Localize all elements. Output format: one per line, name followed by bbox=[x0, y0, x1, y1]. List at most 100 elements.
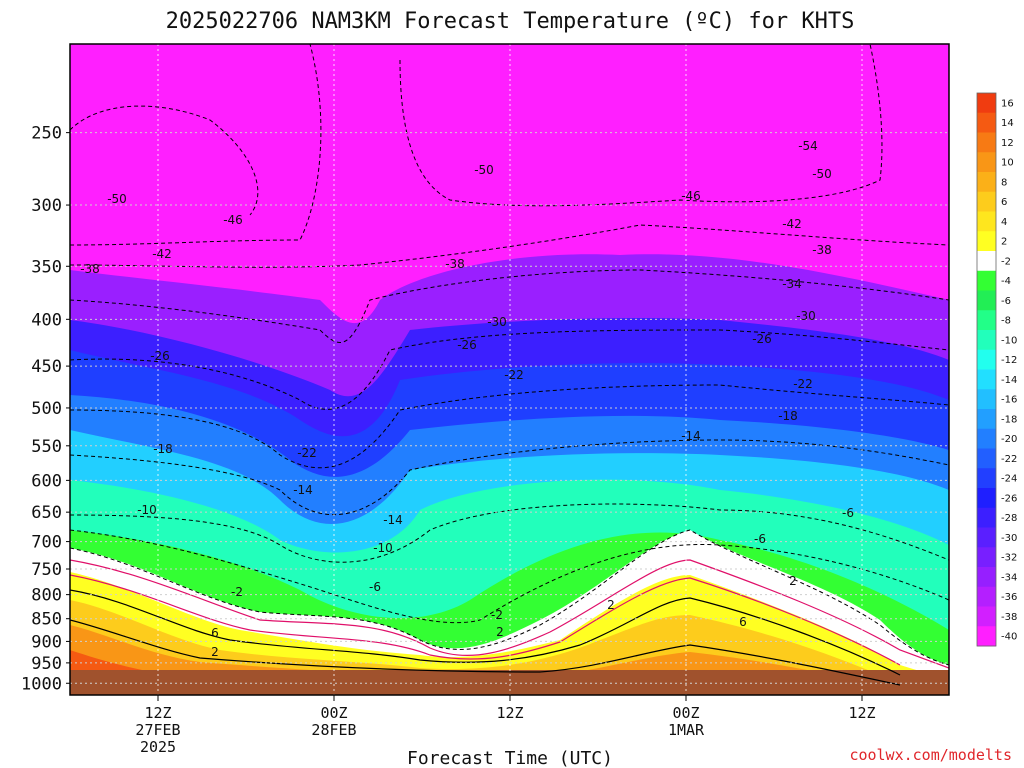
colorbar-label: -32 bbox=[1001, 553, 1017, 564]
y-tick-label: 500 bbox=[31, 399, 62, 419]
contour-label: -34 bbox=[782, 277, 802, 291]
colorbar-label: -28 bbox=[1001, 513, 1017, 524]
contour-label: -22 bbox=[793, 377, 813, 391]
x-tick-label: 00Z bbox=[672, 704, 699, 722]
colorbar-swatch bbox=[977, 349, 996, 370]
colorbar-label: -8 bbox=[1001, 316, 1011, 327]
colorbar-label: -26 bbox=[1001, 493, 1017, 504]
colorbar-label: -4 bbox=[1001, 276, 1011, 287]
x-tick-label: 28FEB bbox=[311, 721, 356, 739]
x-axis-label: Forecast Time (UTC) bbox=[407, 748, 613, 768]
colorbar-label: -24 bbox=[1001, 474, 1017, 485]
colorbar-swatch bbox=[977, 567, 996, 588]
colorbar-swatch bbox=[977, 626, 996, 647]
colorbar-swatch bbox=[977, 488, 996, 509]
x-tick-label: 12Z bbox=[848, 704, 875, 722]
y-tick-label: 550 bbox=[31, 437, 62, 457]
temperature-field bbox=[70, 44, 949, 695]
y-tick-label: 700 bbox=[31, 533, 62, 553]
colorbar-swatch bbox=[977, 330, 996, 351]
contour-label: 2 bbox=[789, 574, 797, 588]
colorbar-swatch bbox=[977, 547, 996, 568]
colorbar-swatch bbox=[977, 310, 996, 331]
colorbar-label: 16 bbox=[1001, 98, 1014, 109]
contour-label: -38 bbox=[812, 243, 832, 257]
colorbar-label: 10 bbox=[1001, 158, 1014, 169]
y-tick-label: 900 bbox=[31, 632, 62, 652]
colorbar-label: -16 bbox=[1001, 395, 1017, 406]
colorbar-swatch bbox=[977, 290, 996, 311]
site-credit: coolwx.com/modelts bbox=[849, 746, 1012, 764]
colorbar-swatch bbox=[977, 369, 996, 390]
colorbar-swatch bbox=[977, 428, 996, 449]
colorbar-label: 14 bbox=[1001, 118, 1014, 129]
contour-label: -14 bbox=[383, 513, 403, 527]
y-axis: 2503003504004505005506006507007508008509… bbox=[21, 124, 70, 694]
x-tick-label: 27FEB bbox=[135, 721, 180, 739]
y-tick-label: 600 bbox=[31, 471, 62, 491]
pressure-grid bbox=[70, 132, 949, 684]
contour-label: -10 bbox=[137, 503, 157, 517]
colorbar-label: -40 bbox=[1001, 632, 1017, 643]
colorbar-label: -10 bbox=[1001, 335, 1017, 346]
contour-label: -50 bbox=[812, 167, 832, 181]
colorbar-label: -38 bbox=[1001, 612, 1017, 623]
colorbar-swatch bbox=[977, 409, 996, 430]
colorbar-label: 4 bbox=[1001, 217, 1007, 228]
colorbar: 16 14 12 10 8 6 4 2 -2 -4 -6 -8 -10 -12 -14 -16 -18 -20 -2… bbox=[976, 92, 1017, 647]
colorbar-swatch bbox=[977, 93, 996, 114]
y-tick-label: 350 bbox=[31, 257, 62, 277]
colorbar-frame bbox=[976, 92, 997, 647]
colorbar-swatch bbox=[977, 448, 996, 469]
y-tick-label: 250 bbox=[31, 124, 62, 144]
colorbar-swatch bbox=[977, 270, 996, 291]
x-tick-label: 1MAR bbox=[668, 721, 705, 739]
colorbar-swatch bbox=[977, 606, 996, 627]
contour-label: -14 bbox=[681, 429, 701, 443]
contour-label: -50 bbox=[474, 163, 494, 177]
contour-label: -38 bbox=[80, 262, 100, 276]
contour-label: -2 bbox=[231, 585, 243, 599]
colorbar-swatch bbox=[977, 112, 996, 133]
colorbar-label: 12 bbox=[1001, 138, 1014, 149]
colorbar-swatch bbox=[977, 172, 996, 193]
contour-label: -10 bbox=[373, 541, 393, 555]
colorbar-label: -18 bbox=[1001, 414, 1017, 425]
contour-label: -42 bbox=[782, 217, 802, 231]
colorbar-swatch bbox=[977, 468, 996, 489]
contour-label: -22 bbox=[504, 368, 524, 382]
contour-label: -22 bbox=[297, 446, 317, 460]
colorbar-swatch bbox=[977, 211, 996, 232]
contour-label: -42 bbox=[152, 247, 172, 261]
contour-label: 6 bbox=[739, 615, 747, 629]
colorbar-label: 2 bbox=[1001, 237, 1007, 248]
y-tick-label: 1000 bbox=[21, 674, 62, 694]
contour-label: -46 bbox=[681, 189, 701, 203]
contour-label: -2 bbox=[491, 608, 503, 622]
y-tick-label: 850 bbox=[31, 610, 62, 630]
contour-label: -26 bbox=[150, 349, 170, 363]
contour-label: -38 bbox=[445, 257, 465, 271]
colorbar-swatch bbox=[977, 507, 996, 528]
y-tick-label: 400 bbox=[31, 310, 62, 330]
contour-label: -54 bbox=[798, 139, 818, 153]
colorbar-swatch bbox=[977, 527, 996, 548]
colorbar-label: -14 bbox=[1001, 375, 1017, 386]
y-tick-label: 300 bbox=[31, 196, 62, 216]
contour-label: -14 bbox=[293, 483, 313, 497]
x-tick-label: 00Z bbox=[320, 704, 347, 722]
y-tick-label: 450 bbox=[31, 357, 62, 377]
colorbar-label: -36 bbox=[1001, 592, 1017, 603]
colorbar-swatch bbox=[977, 231, 996, 252]
contour-labels: -54-50-50 -50-46-46-42-42-38 -38-38-34-30-… bbox=[80, 139, 854, 659]
contour-label: 2 bbox=[496, 625, 504, 639]
colorbar-swatch bbox=[977, 251, 996, 272]
colorbar-label: 8 bbox=[1001, 177, 1007, 188]
colorbar-label: -12 bbox=[1001, 355, 1017, 366]
contour-label: 2 bbox=[607, 598, 615, 612]
grid-lines bbox=[157, 44, 863, 695]
contour-label: 2 bbox=[211, 645, 219, 659]
colorbar-swatch bbox=[977, 191, 996, 212]
